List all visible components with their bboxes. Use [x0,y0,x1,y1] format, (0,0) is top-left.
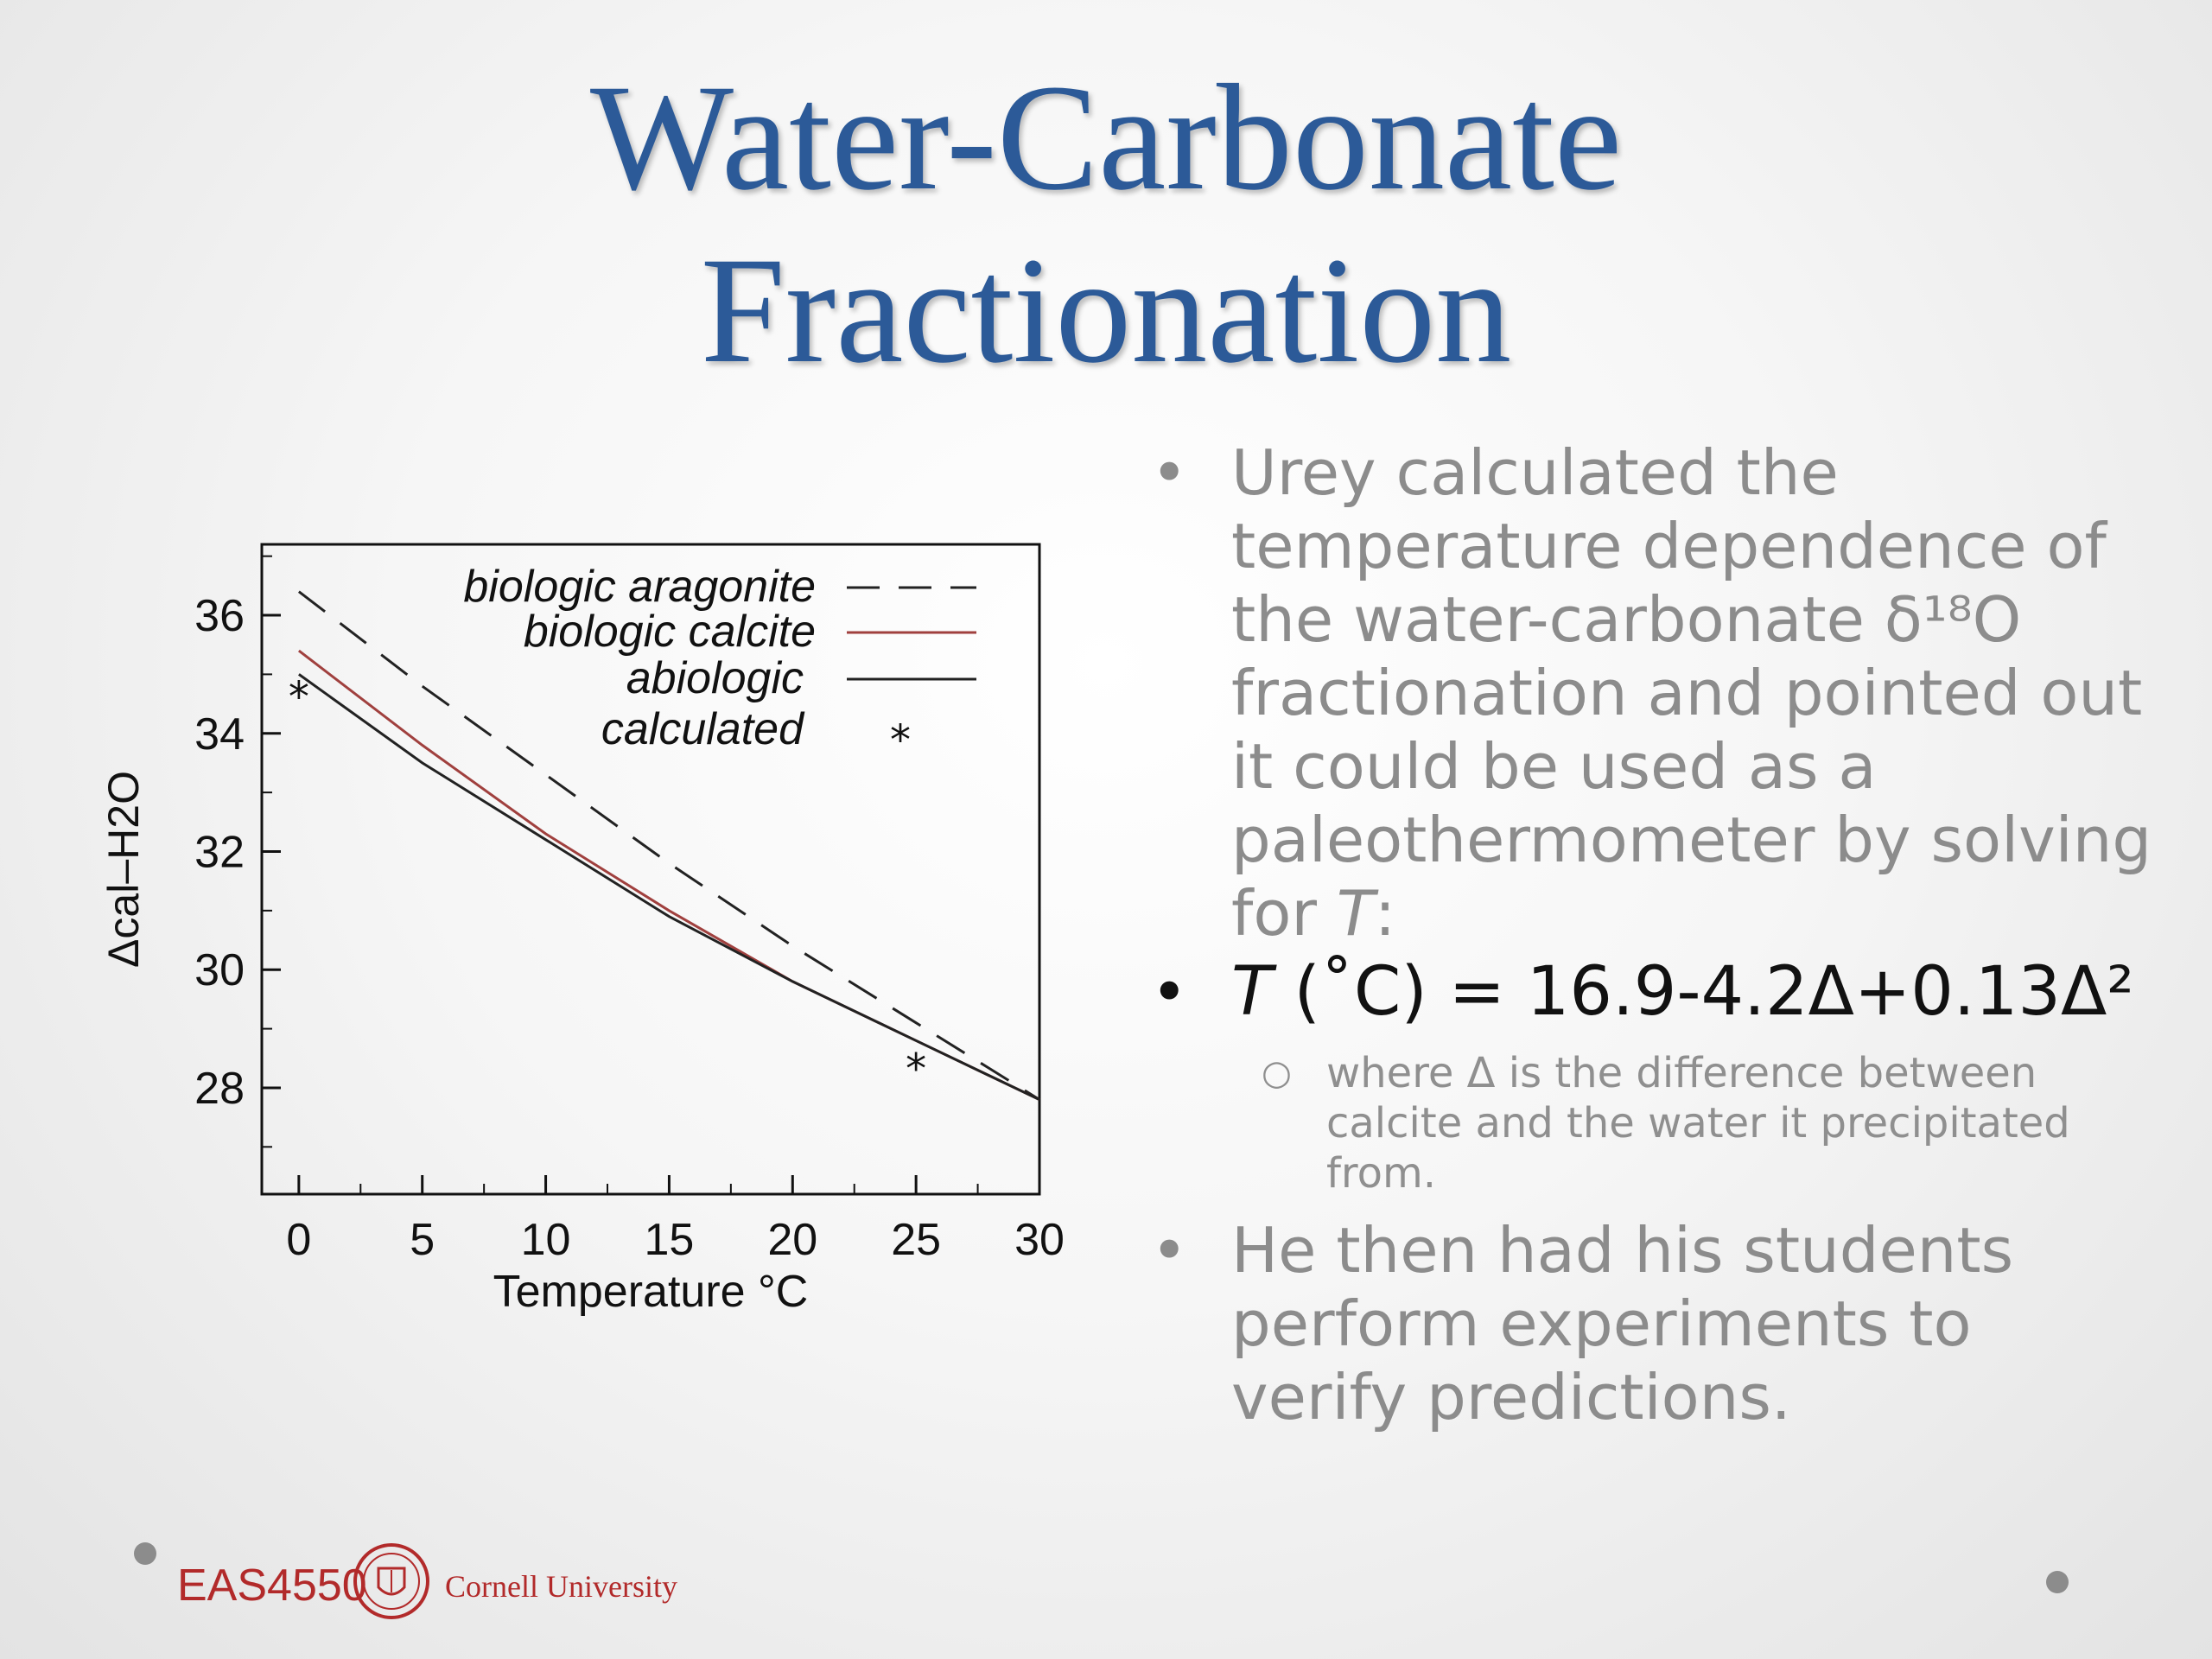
legend-label: biologic calcite [524,607,816,657]
legend-label: calculated [601,704,805,754]
university-label: Cornell University [445,1569,677,1604]
y-tick-label: 32 [194,827,245,877]
slide-title-line1: Water-Carbonate [589,54,1623,222]
y-tick-label: 28 [194,1064,245,1114]
sub-bullet-item: ○ where Δ is the difference between calc… [1141,1048,2160,1198]
bullet-tail: : [1374,877,1396,950]
y-tick-label: 34 [194,709,245,760]
bullet-item-formula: • T (˚C) = 16.9-4.2Δ+0.13Δ² [1141,956,2160,1029]
bullet-text: Urey calculated the temperature dependen… [1231,436,2152,950]
legend-marker: * [890,716,911,765]
legend-label: biologic aragonite [463,562,816,612]
footer-dot-right [2046,1571,2069,1593]
plot-frame [260,543,1041,1196]
legend-label: abiologic [626,653,804,703]
bullet-list: • Urey calculated the temperature depend… [1141,436,2160,1434]
bullet-variable: T [1336,877,1375,950]
calculated-point: * [906,1046,926,1094]
x-tick-label: 20 [767,1215,817,1265]
x-tick-label: 0 [286,1215,311,1265]
hollow-bullet-icon: ○ [1262,1053,1292,1093]
course-label: EAS4550 [177,1560,367,1611]
x-tick-label: 10 [521,1215,571,1265]
bullet-dot-icon: • [1151,956,1188,1028]
formula-text: (˚C) = 16.9-4.2Δ+0.13Δ² [1272,953,2134,1031]
y-axis-label: Δcal–H2O [99,771,148,968]
formula-variable: T [1231,953,1273,1031]
series-line-biologic-aragonite [297,590,1040,1101]
footer-dot-left [134,1542,156,1565]
bullet-item-urey: • Urey calculated the temperature depend… [1141,436,2160,950]
bullet-dot-icon: • [1151,1214,1188,1287]
y-tick-label: 36 [194,591,245,641]
series-line-abiologic [298,673,1040,1101]
university-seal-icon [353,1543,429,1619]
slide-title-line2: Fractionation [700,226,1512,395]
y-tick-label: 30 [194,945,245,995]
x-tick-label: 5 [410,1215,435,1265]
bullet-text: He then had his students perform experim… [1231,1214,2014,1433]
bullet-item-students: • He then had his students perform exper… [1141,1214,2160,1434]
x-tick-label: 30 [1014,1215,1065,1265]
x-tick-label: 25 [891,1215,941,1265]
calculated-point: * [289,673,309,721]
x-tick-label: 15 [645,1215,695,1265]
x-axis-label: Temperature °C [493,1267,809,1317]
sub-bullet-text: where Δ is the difference between calcit… [1326,1049,2070,1198]
bullet-dot-icon: • [1151,436,1188,509]
